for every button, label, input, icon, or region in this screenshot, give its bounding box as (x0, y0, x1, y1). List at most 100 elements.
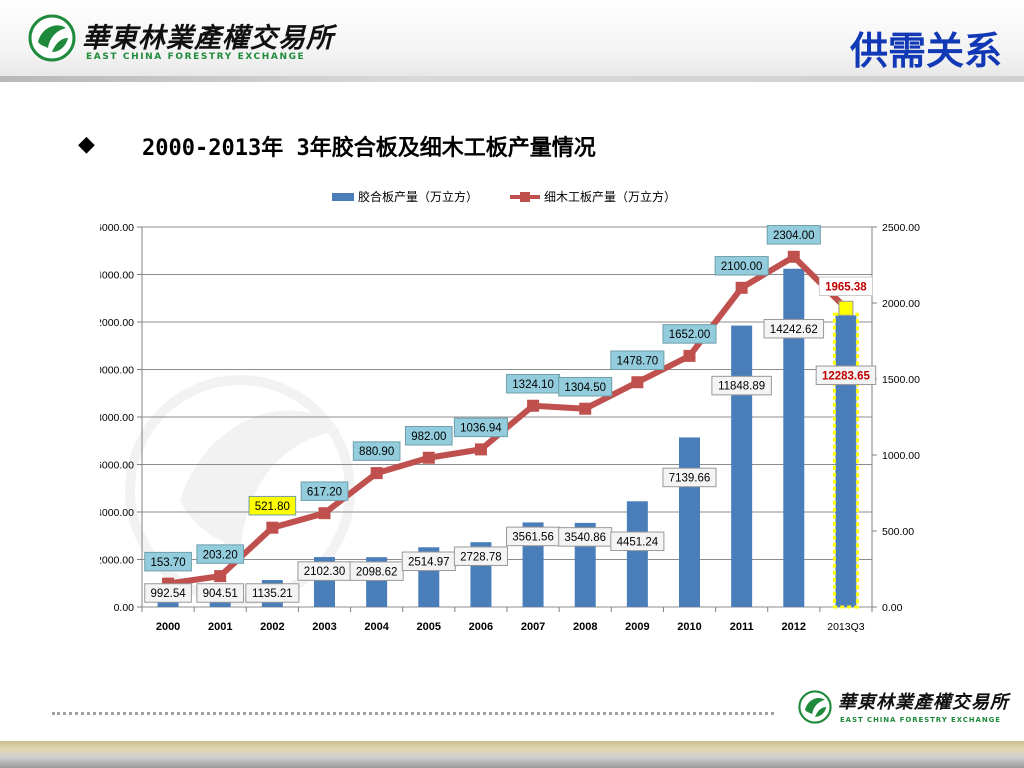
blockboard-value-label-box (453, 417, 508, 438)
diamond-bullet-icon: ◆ (78, 132, 95, 157)
category-label: 2009 (625, 621, 649, 633)
plywood-value-label-box (711, 375, 772, 396)
plywood-bar (783, 268, 805, 607)
blockboard-point (318, 507, 331, 520)
plywood-value-label-box (196, 583, 245, 603)
left-axis-tick-label: 12000.00 (100, 317, 134, 329)
category-label: 2007 (521, 621, 545, 633)
footer-logo-english-name: EAST CHINA FORESTRY EXCHANGE (840, 716, 1001, 724)
blockboard-value-label: 1478.70 (617, 355, 659, 367)
right-axis-tick-label: 1000.00 (882, 450, 920, 462)
legend-label-blockboard: 细木工板产量（万立方） (544, 189, 676, 204)
blockboard-value-label-box (714, 256, 769, 276)
blockboard-value-label: 982.00 (411, 431, 446, 443)
header-bar (0, 0, 1024, 80)
blockboard-point (787, 250, 800, 263)
plywood-bar (626, 501, 648, 607)
blockboard-value-label: 1652.00 (669, 329, 711, 341)
logo-english-name: EAST CHINA FORESTRY EXCHANGE (86, 52, 306, 62)
blockboard-value-label-box (144, 551, 192, 572)
left-axis-tick-label: 14000.00 (100, 270, 134, 282)
plywood-value-label-box (610, 531, 665, 552)
category-label: 2011 (730, 621, 754, 633)
left-axis-tick-label: 2000.00 (100, 555, 134, 567)
left-axis-tick-label: 16000.00 (100, 222, 134, 234)
right-axis-tick-label: 0.00 (882, 602, 903, 614)
production-chart: 胶合板产量（万立方） 细木工板产量（万立方） 0.00 2000.00 4000.00… (100, 189, 920, 633)
data-labels: 992.54 904.51 1135.21 2102.30 2098.62 2514.97… (144, 225, 877, 603)
header-divider (0, 76, 1024, 82)
blockboard-value-label-box (766, 225, 821, 245)
category-label: 2003 (312, 621, 336, 633)
category-label: 2002 (260, 621, 284, 633)
category-label: 2010 (677, 621, 701, 633)
plywood-value-label: 2728.78 (460, 551, 502, 563)
blockboard-point-highlight (838, 300, 854, 316)
footer-dotted-divider (52, 712, 774, 715)
blockboard-point (631, 376, 644, 389)
blockboard-value-label: 880.90 (359, 446, 394, 458)
plywood-value-label: 2098.62 (356, 566, 398, 578)
legend-label-plywood: 胶合板产量（万立方） (358, 189, 478, 204)
blockboard-value-label: 203.20 (203, 549, 238, 561)
plywood-value-label-box (245, 583, 300, 603)
blockboard-value-label: 153.70 (150, 557, 185, 569)
chart-heading: 2000-2013年 3年胶合板及细木工板产量情况 (142, 136, 596, 161)
left-axis-tick-label: 4000.00 (100, 507, 134, 519)
right-axis-tick-label: 500.00 (882, 526, 914, 538)
plywood-value-label: 3540.86 (564, 532, 606, 544)
plywood-bar (731, 325, 753, 607)
blockboard-value-label-box (196, 544, 245, 564)
blockboard-value-label-box (818, 276, 873, 297)
footer-logo[interactable]: 華東林業產權交易所 EAST CHINA FORESTRY EXCHANGE (798, 688, 1008, 732)
left-axis-tick-label: 8000.00 (100, 412, 134, 424)
section-title: 供需关系 (849, 29, 1002, 73)
right-axis-tick-label: 2000.00 (882, 298, 920, 310)
blockboard-value-label: 1324.10 (512, 379, 554, 391)
footer-band (0, 741, 1024, 768)
right-axis-tick-label: 2500.00 (882, 222, 920, 234)
blockboard-point (370, 467, 383, 480)
blockboard-point (474, 443, 487, 456)
blockboard-value-label: 617.20 (307, 486, 342, 498)
plywood-value-label: 14242.62 (770, 324, 818, 336)
header-logo[interactable]: 華東林業產權交易所 EAST CHINA FORESTRY EXCHANGE (28, 14, 333, 66)
blockboard-value-label-box (248, 495, 297, 516)
forestry-leaf-logo-icon (28, 14, 76, 62)
plywood-value-label-box (453, 546, 508, 566)
logo-chinese-name: 華東林業產權交易所 (82, 23, 334, 54)
category-label: 2000 (156, 621, 180, 633)
plywood-value-label: 12283.65 (822, 370, 871, 382)
plywood-bar (679, 437, 700, 607)
plywood-value-label: 992.54 (150, 588, 186, 600)
legend-marker-blockboard (520, 192, 530, 202)
plywood-value-label: 2514.97 (408, 556, 450, 568)
blockboard-value-label-box (662, 324, 717, 344)
category-label: 2006 (469, 621, 493, 633)
blockboard-value-label: 2100.00 (721, 261, 763, 273)
left-axis-tick-label: 0.00 (114, 602, 135, 614)
plywood-bar (835, 315, 857, 607)
blockboard-point (683, 349, 696, 362)
blockboard-value-label-box (558, 376, 613, 397)
blockboard-value-label: 1036.94 (460, 423, 502, 435)
plywood-value-label: 7139.66 (669, 473, 711, 485)
plywood-value-label-box (815, 365, 877, 386)
blockboard-point (266, 521, 279, 534)
category-label: 2013Q3 (827, 621, 865, 633)
blockboard-value-label: 1304.50 (564, 382, 606, 394)
blockboard-value-label-box (352, 441, 401, 461)
blockboard-point (214, 570, 227, 583)
blockboard-value-label: 2304.00 (773, 230, 815, 242)
left-axis-tick-label: 6000.00 (100, 460, 134, 472)
category-label: 2001 (208, 621, 232, 633)
plywood-value-label: 1135.21 (252, 588, 293, 600)
plywood-value-label-box (144, 583, 192, 603)
category-label: 2012 (782, 621, 806, 633)
plywood-value-label: 904.51 (203, 588, 238, 600)
category-label: 2004 (364, 621, 389, 633)
blockboard-value-label: 521.80 (255, 501, 290, 513)
plywood-value-label: 4451.24 (617, 536, 659, 548)
blockboard-point (422, 451, 435, 464)
footer-logo-chinese-name: 華東林業產權交易所 (838, 692, 1009, 713)
